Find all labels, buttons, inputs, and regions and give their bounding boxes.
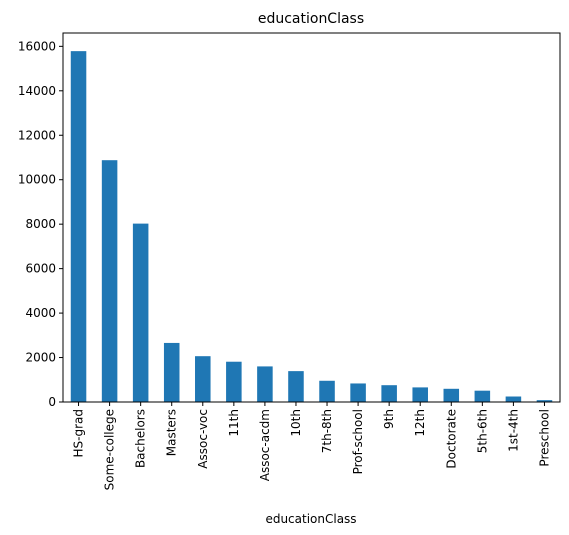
- x-tick-label: 5th-6th: [475, 409, 489, 453]
- x-tick-label: Masters: [165, 409, 179, 456]
- x-axis: HS-grad Some-college Bachelors Masters Assoc…: [72, 402, 551, 490]
- x-axis-label: educationClass: [265, 512, 356, 526]
- x-tick-label: 11th: [227, 409, 241, 437]
- x-tick-label: Bachelors: [134, 409, 148, 468]
- x-tick-label: Some-college: [103, 409, 117, 490]
- bar-10th: [288, 371, 304, 402]
- bar-doctorate: [443, 388, 460, 402]
- x-tick-label: 7th-8th: [320, 409, 334, 453]
- bar-bachelors: [132, 223, 149, 402]
- bar-7th-8th: [319, 380, 335, 402]
- x-tick-label: 9th: [382, 409, 396, 429]
- bar-1st-4th: [505, 396, 522, 402]
- x-tick-label: 1st-4th: [506, 409, 520, 452]
- y-tick-label: 12000: [18, 128, 56, 142]
- chart-title: educationClass: [258, 11, 364, 27]
- bar-prof-school: [350, 383, 366, 402]
- bar-assoc-voc: [195, 356, 211, 402]
- bar-5th-6th: [474, 390, 491, 402]
- y-tick-label: 14000: [18, 84, 56, 98]
- x-tick-label: HS-grad: [72, 409, 86, 458]
- y-tick-label: 0: [48, 395, 56, 409]
- bar-12th: [412, 387, 428, 402]
- bar-some-college: [101, 160, 118, 402]
- bar-11th: [226, 361, 242, 402]
- bar-9th: [381, 385, 397, 402]
- bar-assoc-acdm: [257, 366, 273, 402]
- y-tick-label: 2000: [25, 351, 56, 365]
- y-tick-label: 10000: [18, 173, 56, 187]
- plot-frame: [62, 32, 561, 403]
- bar-hs-grad: [70, 51, 87, 402]
- x-tick-label: Prof-school: [351, 409, 365, 474]
- x-tick-label: Preschool: [537, 409, 551, 467]
- x-tick-label: Assoc-voc: [196, 409, 210, 469]
- y-tick-label: 6000: [25, 262, 56, 276]
- bars-group: [70, 51, 553, 402]
- bar-masters: [163, 342, 180, 402]
- y-tick-label: 8000: [25, 217, 56, 231]
- y-tick-label: 16000: [18, 39, 56, 53]
- bar-preschool: [536, 400, 553, 402]
- x-tick-label: 12th: [413, 409, 427, 437]
- y-axis: 0 2000 4000 6000 8000 10000 12000 14000 16000: [18, 39, 63, 409]
- x-tick-label: 10th: [289, 409, 303, 437]
- x-tick-label: Assoc-acdm: [258, 409, 272, 481]
- y-tick-label: 4000: [25, 306, 56, 320]
- x-tick-label: Doctorate: [444, 409, 458, 469]
